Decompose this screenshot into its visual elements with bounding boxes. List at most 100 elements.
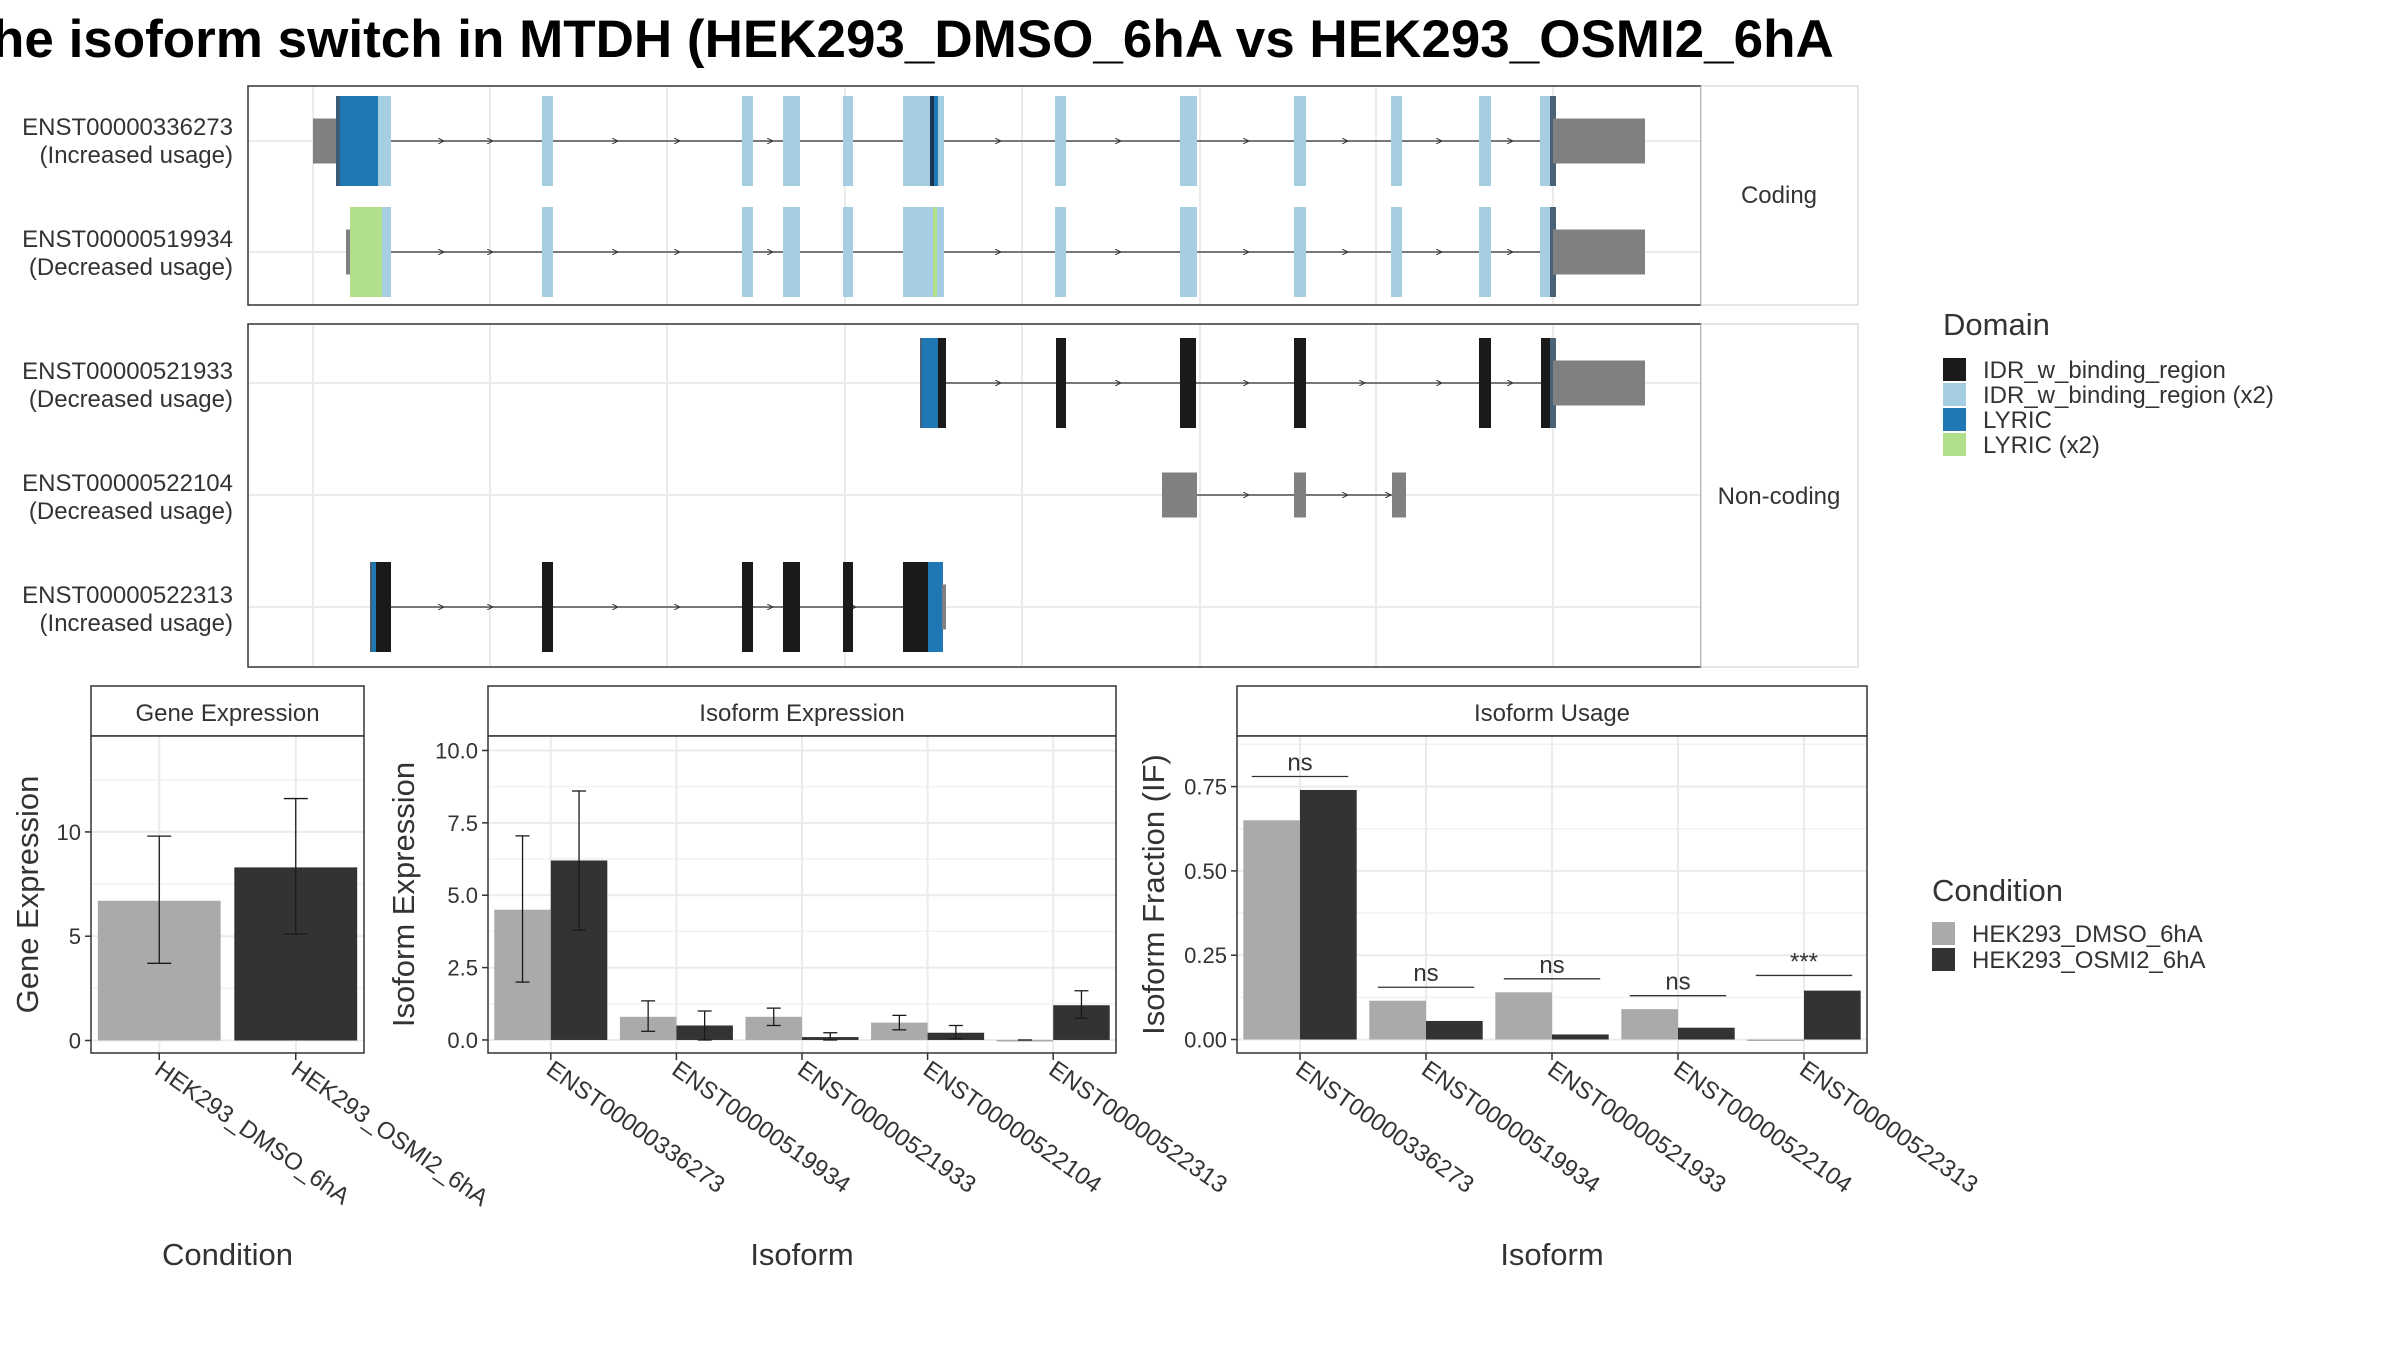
y-tick-label: 0.50 [1184,859,1227,884]
noncoding-strip-label: Non-coding [1718,483,1841,510]
transcript-id-label: ENST00000336273 [22,114,233,141]
condition-legend-title: Condition [1932,873,2063,908]
idr-x2-domain [1055,96,1066,186]
x-axis-title: Isoform [750,1237,853,1272]
lyric-domain [372,562,378,652]
transcript-id-label: ENST00000522313 [22,582,233,609]
utr-block [313,118,339,164]
y-tick-label: 0.25 [1184,943,1227,968]
transcript-usage-label: (Increased usage) [40,610,233,637]
legend-label-idr: IDR_w_binding_region [1983,357,2226,384]
legend-label-dmso: HEK293_DMSO_6hA [1972,921,2203,948]
facet-header [487,685,1117,737]
y-tick-label: 5 [69,924,81,949]
y-axis-title: Gene Expression [10,776,45,1014]
transcript-usage-label: (Decreased usage) [29,254,233,281]
idr-domain [542,562,553,652]
idr-x2-domain [903,96,932,186]
bar [1426,1020,1483,1040]
idr-x2-domain [542,96,553,186]
bar [1300,789,1357,1040]
plot-border [90,735,365,1054]
lyric-domain [928,562,943,652]
idr-x2-domain [783,96,800,186]
idr-domain [843,562,853,652]
y-tick-label: 7.5 [447,811,478,836]
utr-block [942,584,946,630]
bar [1243,820,1300,1040]
idr-domain [1479,338,1491,428]
coding-strip-label: Coding [1741,182,1817,209]
bar [1552,1034,1609,1040]
idr-x2-domain [382,207,391,297]
idr-x2-domain [1391,96,1402,186]
idr-x2-domain [742,207,753,297]
x-axis-title: Condition [162,1237,293,1272]
significance-label: *** [1790,948,1818,975]
y-axis-title: Isoform Fraction (IF) [1136,754,1171,1035]
domain-legend: Domain IDR_w_binding_region IDR_w_bindin… [1943,307,2274,459]
idr-x2-domain [903,207,935,297]
bar [1747,1039,1804,1042]
idr-domain [1541,338,1551,428]
significance-label: ns [1287,749,1312,776]
idr-x2-domain [937,207,944,297]
idr-x2-domain [843,96,853,186]
idr-x2-domain [1479,207,1491,297]
bar [1369,1000,1426,1040]
transcript-usage-label: (Increased usage) [40,142,233,169]
idr-x2-domain [542,207,553,297]
legend-swatch-idr [1943,358,1966,381]
idr-x2-domain [1055,207,1066,297]
idr-x2-domain [1294,207,1306,297]
lyric-x2-domain [350,207,384,297]
bar [1804,990,1861,1040]
utr-block [346,229,352,275]
idr-domain [783,562,800,652]
y-tick-label: 2.5 [447,956,478,981]
bar [996,1039,1054,1042]
bar [1621,1009,1678,1040]
bar [745,1016,802,1040]
idr-domain [1056,338,1066,428]
legend-swatch-osmi2 [1932,948,1955,971]
legend-label-lyric-x2: LYRIC (x2) [1983,432,2100,459]
idr-domain [938,338,946,428]
x-axis-title: Isoform [1500,1237,1603,1272]
idr-x2-domain [938,96,944,186]
idr-x2-domain [1180,207,1197,297]
facet-title: Gene Expression [135,700,319,727]
bar [1678,1027,1735,1040]
idr-domain [376,562,391,652]
bar [1495,992,1552,1040]
coding-strip [1700,85,1859,306]
idr-x2-domain [1540,207,1551,297]
figure-title: he isoform switch in MTDH (HEK293_DMSO_6… [0,10,1834,69]
transcript-id-label: ENST00000521933 [22,358,233,385]
utr-block [1294,472,1306,518]
idr-x2-domain [742,96,753,186]
y-tick-label: 0.0 [447,1028,478,1053]
gene-expression-chart: Gene Expression0510HEK293_DMSO_6hAHEK293… [10,685,493,1272]
significance-label: ns [1665,969,1690,996]
idr-domain [903,562,930,652]
transcript-tracks [313,96,1645,652]
y-axis-title: Isoform Expression [386,762,421,1027]
idr-domain [742,562,753,652]
utr-block [1553,360,1645,406]
utr-block [1553,229,1645,275]
y-tick-label: 10 [57,820,81,845]
significance-label: ns [1413,960,1438,987]
idr-x2-domain [1180,96,1197,186]
idr-domain [1180,338,1196,428]
domain-legend-title: Domain [1943,307,2050,342]
idr-x2-domain [1540,96,1552,186]
idr-domain [930,96,934,186]
transcript-usage-label: (Decreased usage) [29,386,233,413]
isoform-usage-chart: Isoform Usage 0.00 0.25 0.50 0.75 ns ns ns ns ***… [1136,685,1983,1272]
noncoding-strip [1700,323,1859,668]
idr-x2-domain [1479,96,1491,186]
significance-label: ns [1539,952,1564,979]
transcript-id-label: ENST00000522104 [22,470,233,497]
